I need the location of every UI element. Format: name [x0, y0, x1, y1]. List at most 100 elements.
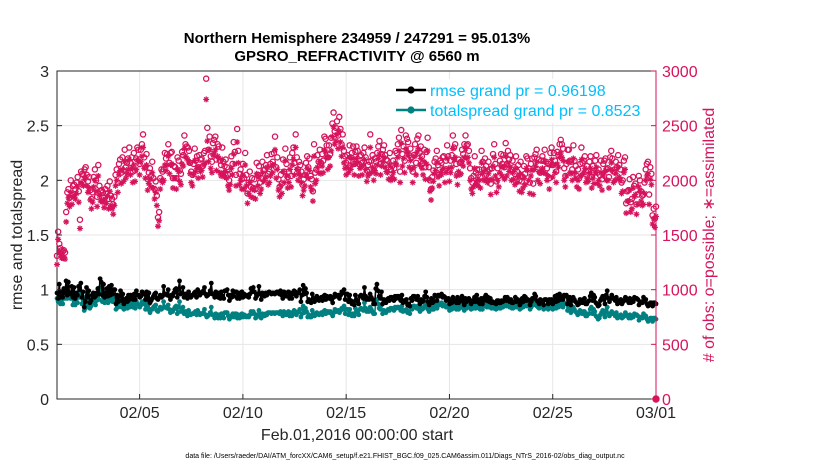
obs-assimilated-marker	[627, 209, 634, 216]
obs-assimilated-marker	[393, 162, 400, 169]
obs-assimilated-marker	[105, 205, 112, 212]
obs-assimilated-marker	[315, 169, 322, 176]
obs-possible-marker	[339, 131, 346, 138]
obs-assimilated-marker	[628, 205, 635, 212]
obs-assimilated-marker	[460, 163, 467, 170]
obs-assimilated-marker	[541, 158, 548, 165]
obs-assimilated-marker	[115, 171, 122, 178]
obs-assimilated-marker	[529, 167, 536, 174]
obs-assimilated-marker	[325, 154, 332, 161]
obs-assimilated-marker	[228, 165, 235, 172]
obs-assimilated-marker	[485, 170, 492, 177]
obs-assimilated-marker	[184, 156, 191, 163]
obs-assimilated-marker	[438, 171, 445, 178]
obs-assimilated-marker	[605, 184, 612, 191]
obs-assimilated-marker	[378, 163, 385, 170]
obs-assimilated-marker	[369, 164, 376, 171]
obs-assimilated-marker	[353, 155, 360, 162]
y-left-tick-label: 0.5	[27, 337, 49, 354]
x-tick-label: 02/10	[223, 405, 263, 422]
y-right-tick-label: 1500	[662, 228, 698, 245]
obs-assimilated-marker	[579, 171, 586, 178]
obs-assimilated-marker	[242, 162, 249, 169]
rmse-marker	[88, 298, 94, 303]
totalspread-marker	[208, 304, 214, 310]
obs-assimilated-marker	[376, 151, 383, 158]
totalspread-marker	[132, 305, 138, 311]
obs-assimilated-marker	[468, 186, 475, 193]
obs-possible-marker	[517, 158, 524, 165]
rmse-marker	[434, 298, 440, 303]
rmse-marker	[54, 290, 60, 296]
obs-possible-marker	[54, 228, 62, 235]
obs-assimilated-marker	[66, 203, 73, 210]
y-left-tick-label: 3	[40, 64, 49, 81]
obs-assimilated-marker	[445, 165, 452, 172]
obs-possible-marker	[165, 141, 172, 148]
obs-assimilated-marker	[410, 164, 417, 171]
obs-assimilated-marker	[407, 157, 414, 164]
obs-possible-marker	[65, 185, 72, 193]
obs-assimilated-marker	[651, 224, 658, 231]
x-tick-label: 02/15	[326, 405, 366, 422]
obs-assimilated-marker	[394, 154, 401, 161]
obs-assimilated-marker	[128, 165, 135, 172]
obs-assimilated-marker	[304, 165, 311, 172]
obs-assimilated-marker	[211, 150, 218, 156]
obs-assimilated-marker	[572, 175, 579, 182]
obs-assimilated-marker	[107, 202, 114, 209]
obs-possible-marker	[235, 147, 242, 155]
obs-assimilated-marker	[250, 194, 257, 201]
obs-possible-marker	[62, 208, 70, 216]
obs-assimilated-marker	[532, 163, 539, 170]
obs-assimilated-marker	[360, 162, 367, 169]
y-left-tick-label: 0	[40, 392, 49, 409]
totalspread-marker	[93, 302, 98, 308]
obs-assimilated-marker	[120, 178, 127, 185]
data-file-note: data file: /Users/raeder/DAI/ATM_forcXX/…	[185, 453, 625, 460]
obs-assimilated-marker	[164, 162, 171, 169]
obs-assimilated-marker	[363, 178, 370, 185]
obs-assimilated-marker	[293, 166, 300, 173]
obs-assimilated-marker	[584, 175, 591, 182]
obs-assimilated-marker	[563, 172, 570, 179]
obs-assimilated-marker	[81, 176, 88, 183]
obs-assimilated-marker	[230, 151, 237, 158]
obs-assimilated-marker	[638, 198, 645, 205]
y-left-tick-label: 1	[40, 283, 49, 300]
obs-assimilated-marker	[409, 179, 416, 186]
obs-assimilated-marker	[75, 199, 82, 206]
obs-assimilated-marker	[320, 169, 327, 176]
obs-assimilated-marker	[390, 169, 397, 176]
rmse-marker	[303, 286, 308, 291]
obs-assimilated-marker	[195, 175, 202, 182]
obs-assimilated-marker	[370, 177, 377, 184]
obs-assimilated-marker	[241, 186, 248, 193]
obs-assimilated-marker	[246, 179, 253, 186]
obs-assimilated-marker	[95, 172, 102, 179]
rmse-marker	[304, 290, 309, 296]
obs-assimilated-marker	[222, 168, 229, 175]
rmse-marker	[399, 292, 405, 298]
obs-assimilated-marker	[193, 165, 200, 172]
obs-assimilated-marker	[251, 187, 258, 194]
obs-assimilated-marker	[235, 159, 242, 166]
obs-assimilated-marker	[482, 167, 489, 174]
obs-possible-marker	[574, 166, 582, 173]
obs-assimilated-marker	[354, 159, 361, 166]
obs-possible-marker	[76, 216, 84, 223]
rmse-marker	[81, 304, 87, 310]
obs-possible-marker	[255, 162, 263, 170]
obs-assimilated-marker	[596, 182, 603, 189]
obs-assimilated-marker	[373, 170, 380, 177]
obs-possible-marker	[414, 135, 421, 143]
obs-possible-marker	[367, 131, 374, 138]
obs-assimilated-marker	[626, 187, 633, 194]
totalspread-marker	[60, 301, 66, 307]
obs-assimilated-marker	[267, 172, 274, 179]
totalspread-marker	[175, 304, 181, 310]
obs-assimilated-marker	[412, 153, 419, 160]
totalspread-marker	[110, 299, 115, 305]
obs-assimilated-marker	[524, 167, 531, 174]
